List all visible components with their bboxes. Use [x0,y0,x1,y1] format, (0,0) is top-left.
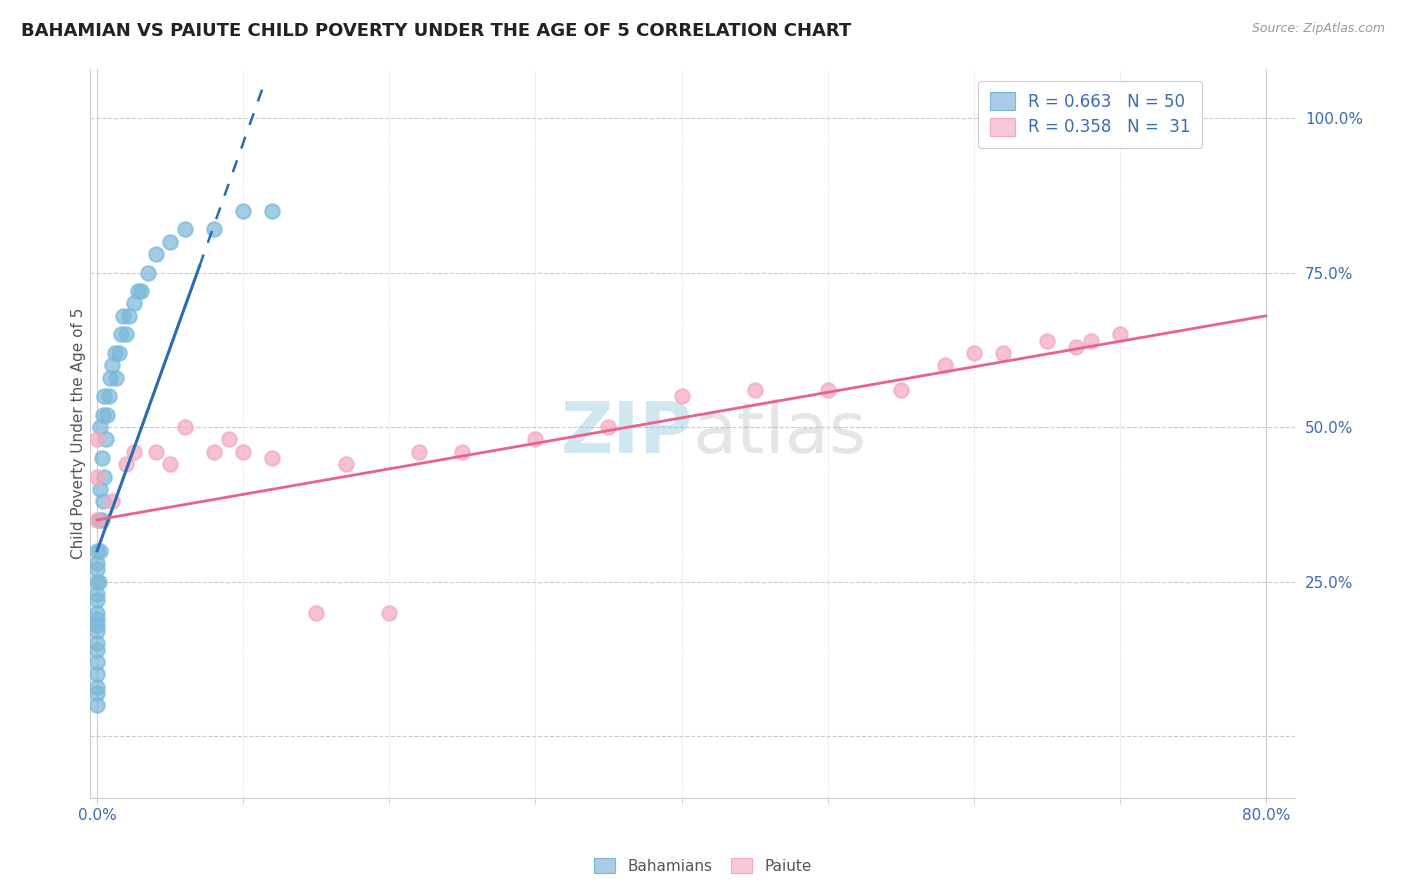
Point [451,445,474,459]
Point [94,433,117,447]
Point [86,618,108,632]
Point [87,513,110,527]
Text: Source: ZipAtlas.com: Source: ZipAtlas.com [1251,22,1385,36]
Point [112,309,135,323]
Point [86,686,108,700]
Point [991,346,1014,360]
Point [86,543,108,558]
Point [934,359,956,373]
Point [87,574,110,589]
Point [86,469,108,483]
Point [173,222,195,236]
Legend: R = 0.663   N = 50, R = 0.358   N =  31: R = 0.663 N = 50, R = 0.358 N = 31 [979,80,1202,148]
Point [86,642,108,657]
Point [963,346,986,360]
Point [86,636,108,650]
Point [1108,327,1130,342]
Point [305,606,328,620]
Point [89,482,111,496]
Point [115,457,138,471]
Point [93,469,115,483]
Point [115,327,138,342]
Point [105,370,128,384]
Point [202,445,225,459]
Legend: Bahamians, Paiute: Bahamians, Paiute [588,852,818,880]
Point [408,445,430,459]
Point [97,389,120,403]
Point [262,203,284,218]
Point [122,445,145,459]
Point [90,450,112,465]
Point [202,222,225,236]
Point [524,433,547,447]
Text: atlas: atlas [693,399,868,467]
Point [86,698,108,713]
Point [218,433,240,447]
Point [96,408,118,422]
Point [129,284,152,298]
Point [93,389,115,403]
Text: ZIP: ZIP [560,399,693,467]
Point [232,203,254,218]
Point [91,494,114,508]
Point [86,562,108,576]
Point [598,420,620,434]
Point [378,606,401,620]
Point [159,235,181,249]
Point [232,445,254,459]
Point [104,346,127,360]
Point [1064,340,1087,354]
Point [136,266,159,280]
Point [744,383,766,397]
Point [159,457,181,471]
Point [86,667,108,681]
Y-axis label: Child Poverty Under the Age of 5: Child Poverty Under the Age of 5 [72,308,86,559]
Point [86,593,108,607]
Point [86,606,108,620]
Point [91,408,114,422]
Point [127,284,149,298]
Point [86,680,108,694]
Point [90,513,112,527]
Text: BAHAMIAN VS PAIUTE CHILD POVERTY UNDER THE AGE OF 5 CORRELATION CHART: BAHAMIAN VS PAIUTE CHILD POVERTY UNDER T… [21,22,852,40]
Point [335,457,357,471]
Point [86,433,108,447]
Point [173,420,195,434]
Point [108,346,131,360]
Point [86,574,108,589]
Point [671,389,693,403]
Point [98,370,121,384]
Point [817,383,839,397]
Point [86,513,108,527]
Point [86,587,108,601]
Point [1080,334,1102,348]
Point [86,556,108,570]
Point [118,309,141,323]
Point [100,359,122,373]
Point [89,420,111,434]
Point [890,383,912,397]
Point [262,450,284,465]
Point [122,296,145,310]
Point [100,494,122,508]
Point [110,327,132,342]
Point [86,612,108,626]
Point [86,655,108,669]
Point [89,543,111,558]
Point [86,624,108,639]
Point [145,445,167,459]
Point [1036,334,1059,348]
Point [145,247,167,261]
